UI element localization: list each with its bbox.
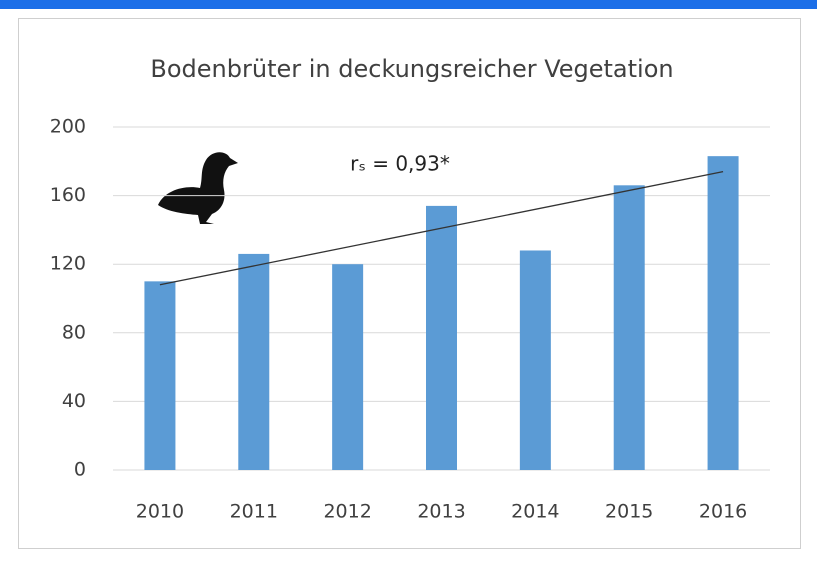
trend-line: [159, 170, 724, 286]
bar: [519, 250, 551, 470]
bar: [144, 281, 176, 470]
chart-frame: [18, 18, 801, 549]
bar: [613, 185, 645, 470]
y-tick-label: 200: [50, 116, 86, 138]
annotation: rₛ = 0,93*: [350, 152, 450, 176]
duck-icon: [158, 152, 238, 224]
x-tick-label: 2014: [511, 501, 559, 523]
y-tick-label: 80: [62, 321, 86, 343]
x-tick-label: 2012: [323, 501, 371, 523]
top-bar: [0, 0, 817, 9]
y-tick-label: 0: [74, 459, 86, 481]
y-tick-label: 160: [50, 184, 86, 206]
y-tick-label: 120: [50, 253, 86, 275]
bar: [332, 264, 364, 470]
x-tick-label: 2013: [417, 501, 465, 523]
y-tick-label: 40: [62, 390, 86, 412]
bar: [426, 205, 457, 470]
x-tick-label: 2016: [699, 501, 747, 523]
x-tick-label: 2011: [230, 501, 278, 523]
x-tick-label: 2010: [136, 501, 184, 523]
x-tick-label: 2015: [605, 501, 653, 523]
bar: [238, 253, 270, 470]
chart-title: Bodenbrüter in deckungsreicher Vegetatio…: [150, 55, 673, 83]
bar: [707, 156, 739, 470]
